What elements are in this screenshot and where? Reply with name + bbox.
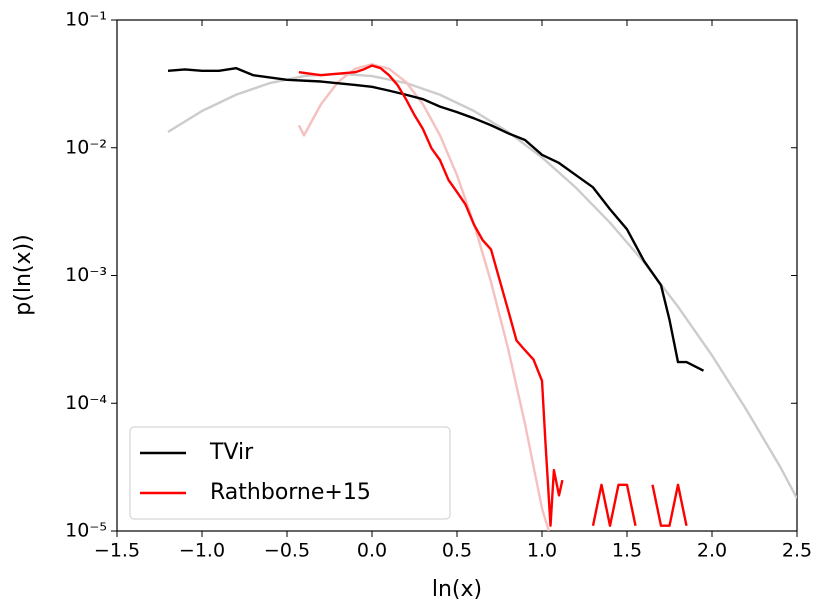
y-tick-label: 10⁻¹ bbox=[65, 9, 107, 31]
x-axis-label: ln(x) bbox=[432, 577, 482, 602]
plot-lines bbox=[167, 63, 797, 531]
x-tick-label: 0.0 bbox=[357, 540, 387, 562]
y-tick-label: 10⁻³ bbox=[65, 264, 107, 286]
y-tick-label: 10⁻⁴ bbox=[65, 392, 107, 414]
legend-box bbox=[129, 426, 451, 520]
x-tick-label: −1.5 bbox=[94, 540, 140, 562]
series-line bbox=[167, 72, 797, 499]
x-tick-label: 2.5 bbox=[782, 540, 812, 562]
legend-text: Rathborne+15 bbox=[210, 480, 371, 505]
y-axis-label: p(ln(x)) bbox=[11, 234, 36, 315]
legend-text: TVir bbox=[209, 440, 254, 465]
x-tick-label: 1.5 bbox=[612, 540, 642, 562]
y-tick-label: 10⁻² bbox=[65, 136, 107, 158]
x-tick-label: 2.0 bbox=[697, 540, 727, 562]
x-tick-label: 0.5 bbox=[442, 540, 472, 562]
y-tick-label: 10⁻⁵ bbox=[65, 520, 107, 542]
series-line bbox=[297, 63, 550, 531]
x-tick-label: −0.5 bbox=[264, 540, 310, 562]
x-tick-label: −1.0 bbox=[179, 540, 225, 562]
series-line bbox=[167, 66, 705, 372]
x-tick-label: 1.0 bbox=[527, 540, 557, 562]
